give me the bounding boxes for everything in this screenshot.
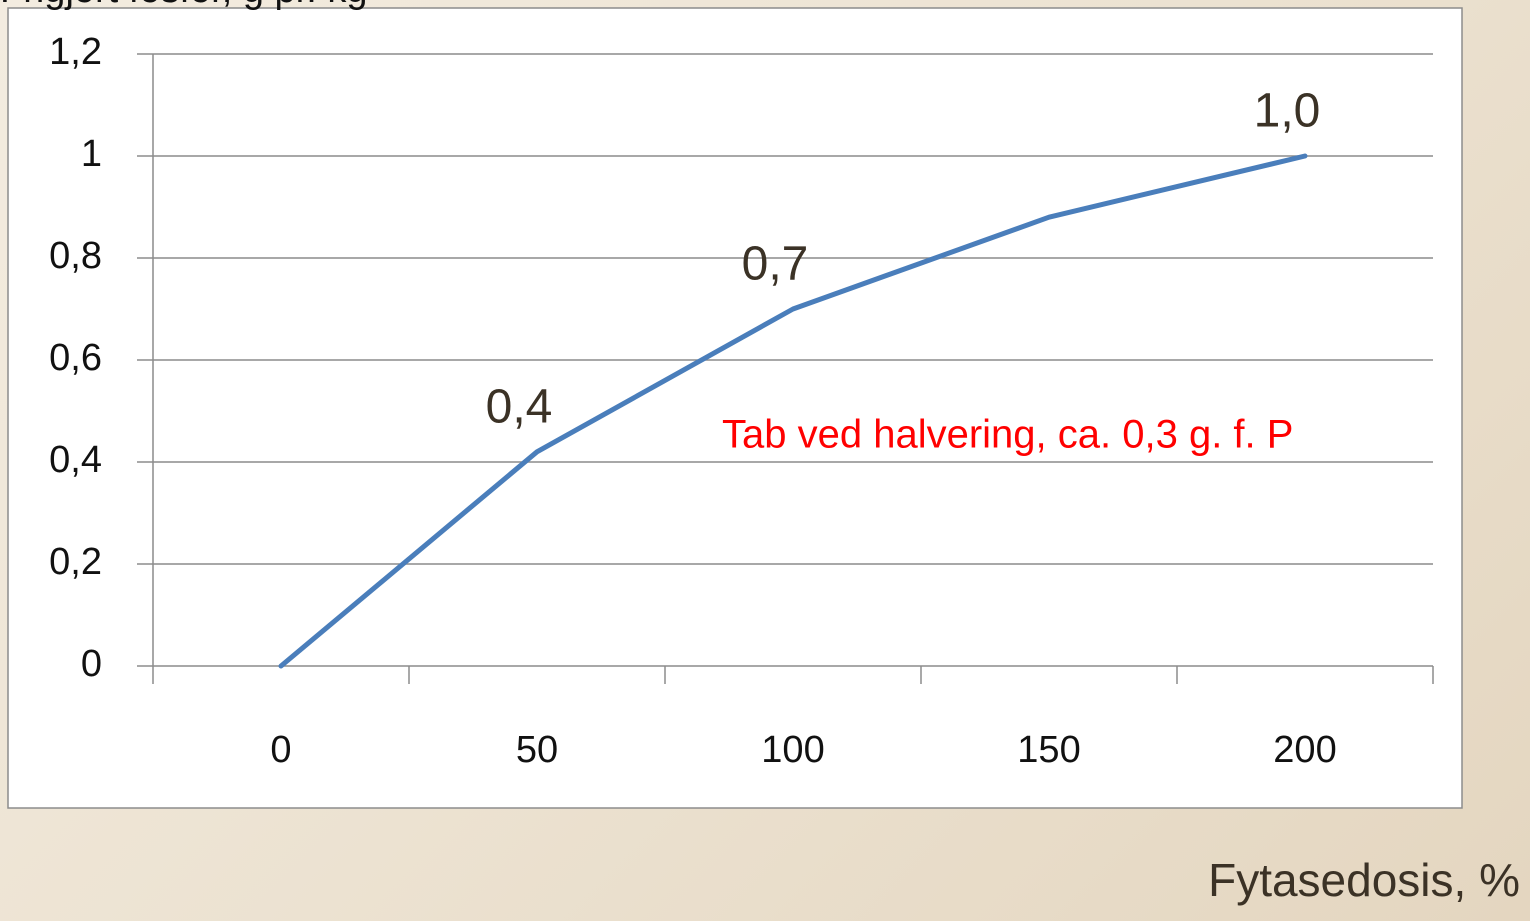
y-axis-title: Frigjort fosfor, g pr. kg [0,0,367,11]
x-tick-label: 200 [1273,729,1336,771]
y-tick-label: 0,6 [49,337,102,379]
y-tick-label: 0 [81,643,102,685]
data-label: 0,4 [486,380,553,433]
x-tick-label: 50 [516,729,558,771]
chart-area [7,7,1463,809]
line [278,153,1308,669]
x-axis-title: Fytasedosis, % [1208,854,1520,906]
x-tick-label: 150 [1017,729,1080,771]
y-tick-label: 0,4 [49,439,102,481]
x-tick-label: 0 [270,729,291,771]
data-label: 1,0 [1254,85,1321,138]
y-tick-label: 1 [81,133,102,175]
annotation: Tab ved halvering, ca. 0,3 g. f. P [722,413,1293,457]
data-label: 0,7 [742,238,809,291]
y-tick-label: 0,2 [49,541,102,583]
y-tick-label: 1,2 [49,31,102,73]
y-tick-label: 0,8 [49,235,102,277]
x-tick-label: 100 [761,729,824,771]
